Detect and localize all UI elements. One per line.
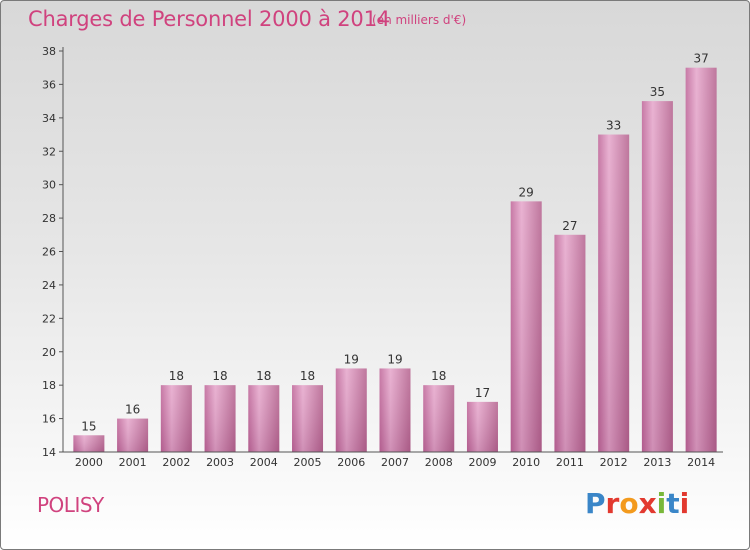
x-tick-label-2002: 2002 [162, 456, 190, 469]
bar-shade-2013 [641, 101, 673, 452]
y-tick-label-32: 32 [42, 145, 56, 158]
y-tick-label-20: 20 [42, 346, 56, 359]
data-label-2003: 18 [212, 369, 227, 383]
data-label-2011: 27 [562, 219, 577, 233]
bar-shade-2009 [466, 401, 498, 452]
bar-shade-2011 [554, 234, 586, 452]
x-tick-label-2008: 2008 [425, 456, 453, 469]
x-tick-label-2010: 2010 [512, 456, 540, 469]
logo-letter: r [605, 487, 620, 520]
logo-letter: t [666, 487, 680, 520]
x-tick-label-2011: 2011 [556, 456, 584, 469]
x-tick-label-2009: 2009 [468, 456, 496, 469]
x-tick-label-2013: 2013 [643, 456, 671, 469]
data-label-2012: 33 [606, 119, 621, 133]
bar-shade-2000 [73, 435, 105, 452]
data-label-2006: 19 [344, 352, 359, 366]
y-tick-label-38: 38 [42, 45, 56, 58]
data-label-2007: 19 [387, 352, 402, 366]
y-tick-label-28: 28 [42, 212, 56, 225]
logo-letter: P [585, 487, 606, 520]
x-tick-label-2000: 2000 [75, 456, 103, 469]
y-tick-label-18: 18 [42, 379, 56, 392]
x-tick-label-2004: 2004 [250, 456, 278, 469]
logo-letter: i [679, 487, 690, 520]
bar-shade-2008 [423, 385, 455, 452]
x-tick-label-2007: 2007 [381, 456, 409, 469]
bar-shade-2007 [379, 368, 411, 452]
chart-title: Charges de Personnel 2000 à 2014 [28, 7, 390, 31]
y-tick-label-34: 34 [42, 112, 56, 125]
x-tick-label-2005: 2005 [294, 456, 322, 469]
logo-letter: i [656, 487, 667, 520]
y-tick-label-16: 16 [42, 413, 56, 426]
y-tick-label-26: 26 [42, 246, 56, 259]
data-label-2010: 29 [519, 185, 534, 199]
bar-shade-2003 [204, 385, 236, 452]
x-tick-label-2014: 2014 [687, 456, 715, 469]
y-tick-label-30: 30 [42, 179, 56, 192]
place-name: POLISY [37, 493, 104, 517]
x-tick-label-2003: 2003 [206, 456, 234, 469]
chart-subtitle: (en milliers d'€) [372, 13, 467, 27]
x-tick-label-2001: 2001 [119, 456, 147, 469]
data-label-2013: 35 [650, 85, 665, 99]
bar-shade-2005 [292, 385, 324, 452]
proxiti-logo: Proxiti [585, 487, 689, 520]
y-tick-label-36: 36 [42, 78, 56, 91]
x-tick-label-2012: 2012 [600, 456, 628, 469]
bar-shade-2004 [248, 385, 280, 452]
bar-shade-2001 [117, 418, 149, 452]
data-label-2014: 37 [693, 52, 708, 66]
data-label-2004: 18 [256, 369, 271, 383]
data-label-2001: 16 [125, 403, 140, 417]
y-tick-label-14: 14 [42, 446, 56, 459]
bar-shade-2014 [685, 67, 717, 452]
bar-shade-2012 [598, 134, 630, 452]
x-tick-label-2006: 2006 [337, 456, 365, 469]
bar-shade-2002 [160, 385, 192, 452]
data-label-2009: 17 [475, 386, 490, 400]
logo-letter: o [619, 487, 639, 520]
data-label-2005: 18 [300, 369, 315, 383]
logo-letter: x [638, 487, 657, 520]
bar-shade-2006 [335, 368, 367, 452]
data-label-2002: 18 [169, 369, 184, 383]
y-tick-label-24: 24 [42, 279, 56, 292]
data-label-2000: 15 [81, 419, 96, 433]
y-tick-label-22: 22 [42, 312, 56, 325]
data-label-2008: 18 [431, 369, 446, 383]
bar-shade-2010 [510, 201, 542, 452]
